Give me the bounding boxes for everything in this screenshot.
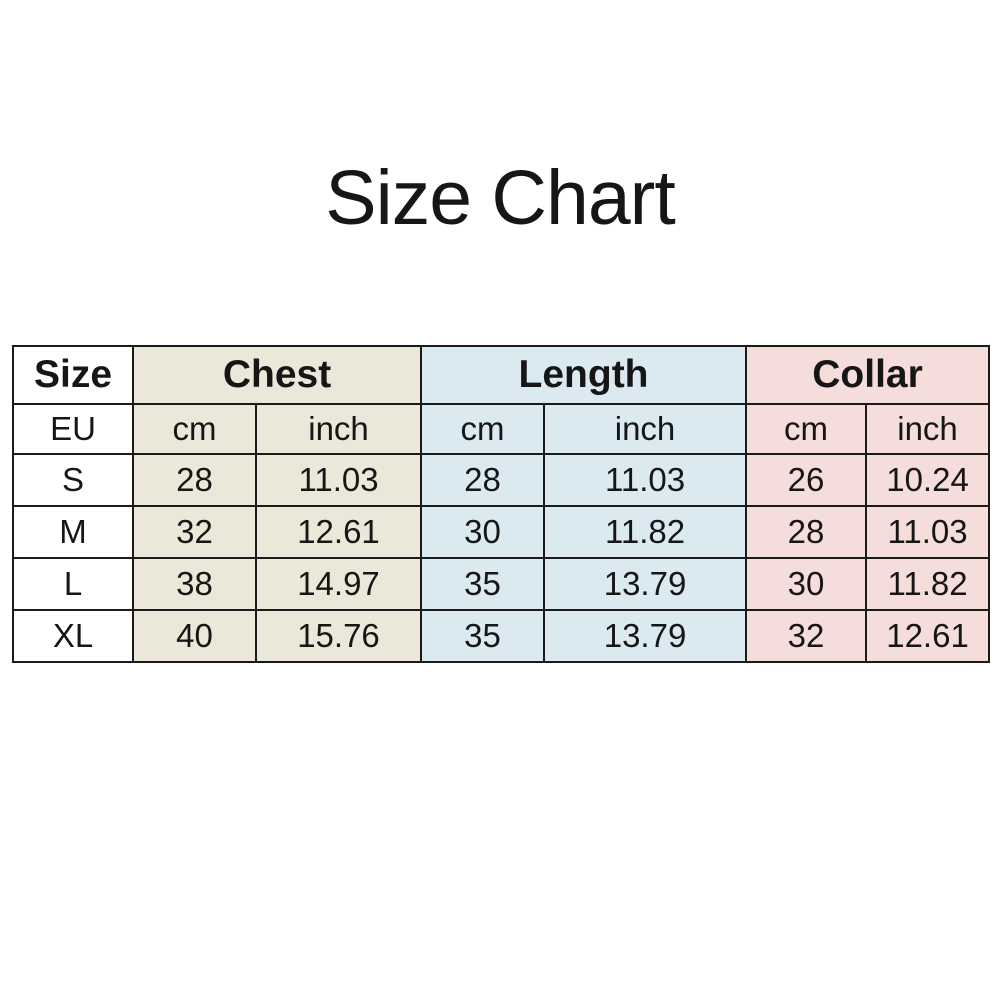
length-inch-value: 11.82 [543,505,748,559]
table-row-s: S 28 11.03 28 11.03 26 10.24 [12,453,991,507]
header-row: Size Chest Length Collar [12,345,991,405]
length-cm-unit: cm [420,403,546,455]
chest-inch-unit: inch [254,403,423,455]
size-label: L [12,557,134,611]
chest-cm-value: 32 [132,505,257,559]
collar-inch-unit: inch [865,403,991,455]
collar-cm-value: 32 [745,609,868,663]
table-row-xl: XL 40 15.76 35 13.79 32 12.61 [12,609,991,663]
size-label: S [12,453,134,507]
length-inch-value: 13.79 [543,557,748,611]
page-title: Size Chart [325,155,675,241]
chest-cm-value: 40 [132,609,257,663]
size-system-label: EU [12,403,134,455]
size-label: XL [12,609,134,663]
table-row-m: M 32 12.61 30 11.82 28 11.03 [12,505,991,559]
length-cm-value: 35 [420,557,546,611]
unit-row: EU cm inch cm inch cm inch [12,403,991,455]
chest-inch-value: 11.03 [254,453,423,507]
length-cm-value: 28 [420,453,546,507]
chest-cm-value: 38 [132,557,257,611]
chest-inch-value: 14.97 [254,557,423,611]
chest-cm-value: 28 [132,453,257,507]
collar-cm-value: 30 [745,557,868,611]
collar-column-header: Collar [745,345,991,405]
table-row-l: L 38 14.97 35 13.79 30 11.82 [12,557,991,611]
length-column-header: Length [420,345,748,405]
chest-inch-value: 12.61 [254,505,423,559]
size-column-header: Size [12,345,134,405]
collar-inch-value: 12.61 [865,609,991,663]
collar-inch-value: 11.82 [865,557,991,611]
length-cm-value: 30 [420,505,546,559]
collar-cm-value: 28 [745,505,868,559]
size-label: M [12,505,134,559]
collar-cm-value: 26 [745,453,868,507]
length-inch-value: 11.03 [543,453,748,507]
collar-cm-unit: cm [745,403,868,455]
chest-inch-value: 15.76 [254,609,423,663]
length-cm-value: 35 [420,609,546,663]
length-inch-unit: inch [543,403,748,455]
length-inch-value: 13.79 [543,609,748,663]
size-chart-table: Size Chest Length Collar EU cm inch cm i… [12,345,991,663]
chest-cm-unit: cm [132,403,257,455]
collar-inch-value: 11.03 [865,505,991,559]
chest-column-header: Chest [131,345,423,405]
collar-inch-value: 10.24 [865,453,991,507]
